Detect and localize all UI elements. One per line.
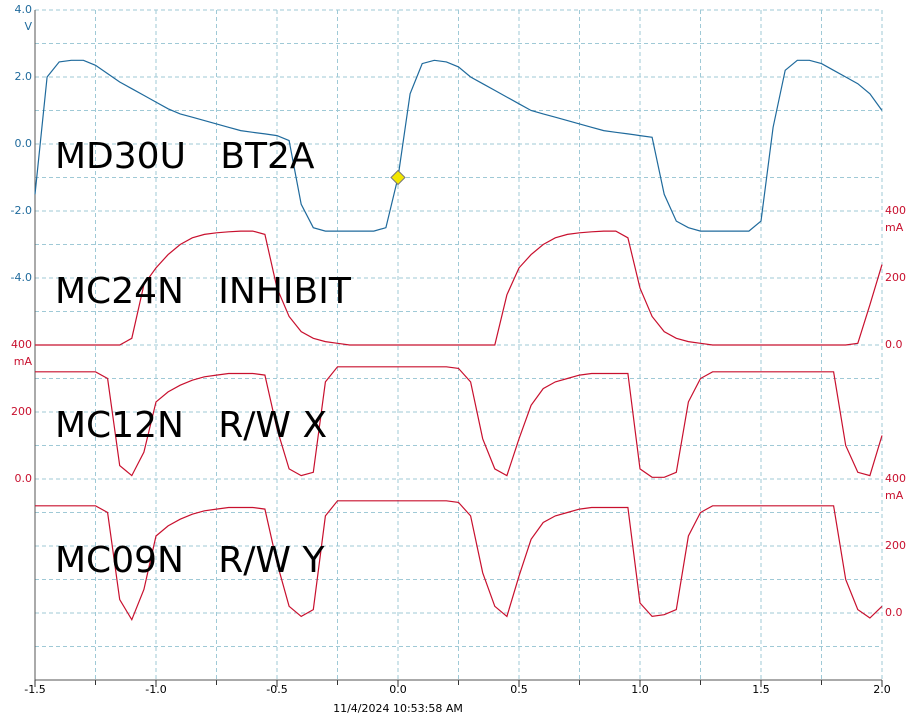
x-tick-label: -0.5 — [266, 683, 287, 696]
y-tick-label: 0.0 — [15, 472, 33, 485]
timestamp: 11/4/2024 10:53:58 AM — [333, 702, 463, 715]
x-tick-label: 1.0 — [631, 683, 649, 696]
y-tick-label: 0.0 — [885, 606, 903, 619]
y-tick-label: 200 — [885, 271, 906, 284]
y-tick-label: 200 — [11, 405, 32, 418]
y-tick-label: 400 — [885, 204, 906, 217]
y-tick-label: 4.0 — [15, 3, 33, 16]
y-tick-label: -4.0 — [11, 271, 32, 284]
trace-label: MC09N R/W Y — [55, 540, 325, 581]
y-tick-label: 200 — [885, 539, 906, 552]
y-tick-label: 2.0 — [15, 70, 33, 83]
y-tick-label: -2.0 — [11, 204, 32, 217]
trace — [35, 230, 883, 346]
y-tick-label: 400 — [11, 338, 32, 351]
trace — [35, 500, 883, 622]
trace-label: MC12N R/W X — [55, 405, 327, 446]
y-unit: mA — [14, 355, 33, 368]
trace — [34, 59, 883, 232]
x-tick-label: 0.5 — [510, 683, 528, 696]
x-tick-label: 2.0 — [873, 683, 891, 696]
y-unit: mA — [885, 489, 904, 502]
x-tick-label: -1.5 — [24, 683, 45, 696]
y-tick-label: 0.0 — [885, 338, 903, 351]
cursor-marker — [390, 169, 406, 186]
y-unit: mA — [885, 221, 904, 234]
x-tick-label: 1.5 — [752, 683, 770, 696]
y-tick-label: 400 — [885, 472, 906, 485]
trace — [35, 366, 883, 478]
trace-label: MC24N INHIBIT — [55, 271, 352, 312]
x-tick-label: -1.0 — [145, 683, 166, 696]
y-unit: V — [24, 20, 32, 33]
y-tick-label: 0.0 — [15, 137, 33, 150]
trace-label: MD30U BT2A — [55, 136, 315, 177]
x-tick-label: 0.0 — [389, 683, 407, 696]
